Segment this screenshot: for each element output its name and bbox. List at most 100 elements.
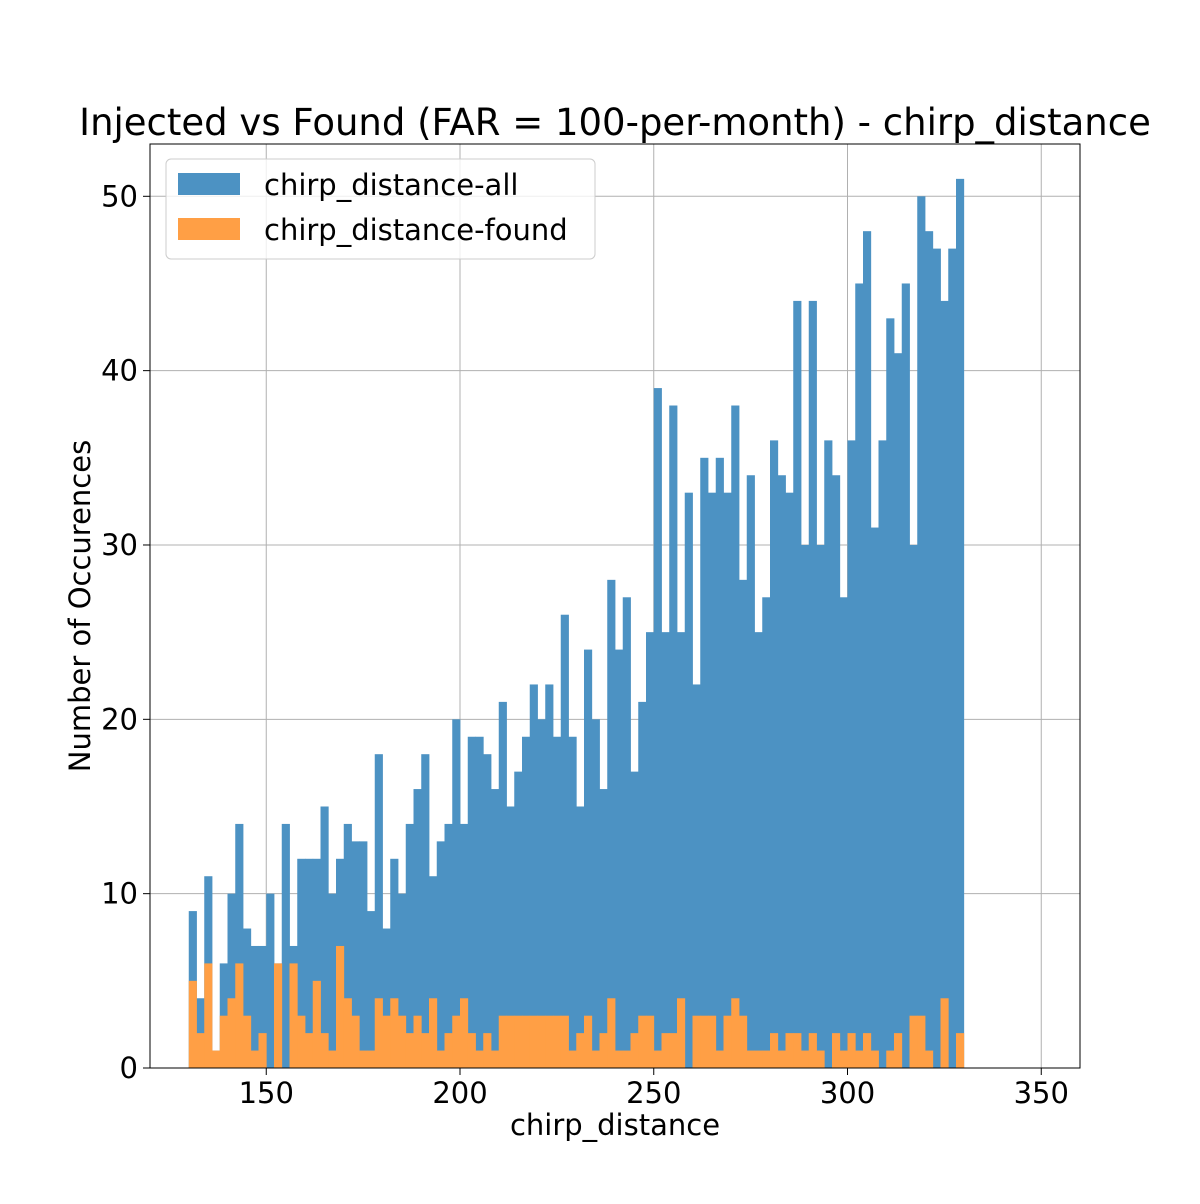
bar-found: [336, 945, 345, 1068]
legend: chirp_distance-all chirp_distance-found: [165, 158, 596, 260]
series-all-bars: [188, 178, 965, 1069]
bar-all: [281, 823, 290, 1068]
bar-found: [956, 1033, 965, 1068]
bar-all: [452, 719, 461, 1068]
bar-found: [816, 1050, 825, 1068]
bar-all: [491, 789, 500, 1068]
bar-found: [715, 1050, 724, 1068]
bar-found: [235, 963, 244, 1068]
bar-found: [607, 998, 616, 1068]
bar-all: [870, 527, 879, 1068]
bar-all: [444, 823, 453, 1068]
bar-all: [390, 858, 399, 1068]
bar-found: [692, 1015, 701, 1068]
bar-found: [452, 1015, 461, 1068]
bar-found: [777, 1050, 786, 1068]
bar-all: [832, 475, 841, 1069]
bar-all: [909, 544, 918, 1068]
bar-all: [762, 597, 771, 1068]
bar-found: [661, 1033, 670, 1068]
bar-all: [367, 911, 376, 1068]
legend-swatch-found: [178, 218, 240, 240]
bar-found: [312, 980, 321, 1068]
bar-all: [537, 719, 546, 1068]
bar-found: [785, 1033, 794, 1068]
bar-all: [932, 248, 941, 1069]
legend-swatch-all: [178, 173, 240, 195]
bar-found: [909, 1015, 918, 1068]
bar-found: [870, 1050, 879, 1068]
bar-found: [413, 1015, 422, 1068]
bar-all: [653, 388, 662, 1069]
x-tick-label: 350: [1014, 1076, 1069, 1110]
plot-frame: [149, 143, 1081, 1069]
bar-all: [351, 841, 360, 1068]
bar-found: [351, 1015, 360, 1068]
bar-all: [483, 754, 492, 1068]
bar-found: [374, 998, 383, 1068]
bar-all: [560, 614, 569, 1068]
bar-all: [227, 893, 236, 1068]
x-axis-ticks: 150 200 250 300 350: [239, 1068, 1069, 1110]
bar-found: [506, 1015, 515, 1068]
bar-all: [297, 858, 306, 1068]
bar-all: [615, 649, 624, 1068]
bar-found: [669, 1033, 678, 1068]
y-tick-label: 0: [120, 1051, 138, 1085]
bar-found: [754, 1050, 763, 1068]
bar-found: [615, 1050, 624, 1068]
bar-found: [723, 1015, 732, 1068]
bar-all: [305, 858, 314, 1068]
bar-all: [266, 893, 275, 1068]
bar-all: [258, 945, 267, 1068]
bar-found: [568, 1050, 577, 1068]
bar-found: [297, 1015, 306, 1068]
bar-all: [638, 701, 647, 1068]
bar-found: [700, 1015, 709, 1068]
bar-found: [537, 1015, 546, 1068]
bar-all: [429, 876, 438, 1068]
x-tick-label: 250: [626, 1076, 681, 1110]
bar-all: [475, 736, 484, 1068]
bar-found: [770, 1033, 779, 1068]
bar-all: [630, 771, 639, 1068]
bar-all: [398, 893, 407, 1068]
bar-all: [529, 684, 538, 1068]
bar-found: [227, 998, 236, 1068]
bar-found: [855, 1050, 864, 1068]
bar-found: [382, 1015, 391, 1068]
bar-all: [607, 579, 616, 1068]
bar-all: [770, 440, 779, 1069]
bar-all: [591, 719, 600, 1068]
bar-all: [522, 736, 531, 1068]
bar-all: [925, 231, 934, 1069]
bar-all: [382, 928, 391, 1068]
bar-all: [328, 893, 337, 1068]
bar-all: [405, 823, 414, 1068]
bar-all: [754, 632, 763, 1068]
bar-found: [467, 1033, 476, 1068]
x-tick-label: 150: [239, 1076, 294, 1110]
y-tick-label: 30: [101, 528, 138, 562]
bar-found: [219, 1015, 228, 1068]
bar-found: [560, 1015, 569, 1068]
bar-all: [545, 684, 554, 1068]
bar-found: [258, 1033, 267, 1068]
bar-all: [723, 492, 732, 1068]
bar-all: [374, 754, 383, 1068]
bar-found: [274, 963, 283, 1068]
bar-found: [491, 1050, 500, 1068]
bar-found: [677, 998, 686, 1068]
bar-found: [917, 1015, 926, 1068]
bar-all: [343, 823, 352, 1068]
bar-all: [684, 492, 693, 1068]
bar-all: [460, 823, 469, 1068]
bar-found: [762, 1050, 771, 1068]
bar-found: [305, 1033, 314, 1068]
bar-found: [343, 998, 352, 1068]
bar-all: [816, 544, 825, 1068]
bar-found: [359, 1050, 368, 1068]
bar-found: [405, 1033, 414, 1068]
bar-all: [669, 405, 678, 1069]
bar-found: [576, 1033, 585, 1068]
